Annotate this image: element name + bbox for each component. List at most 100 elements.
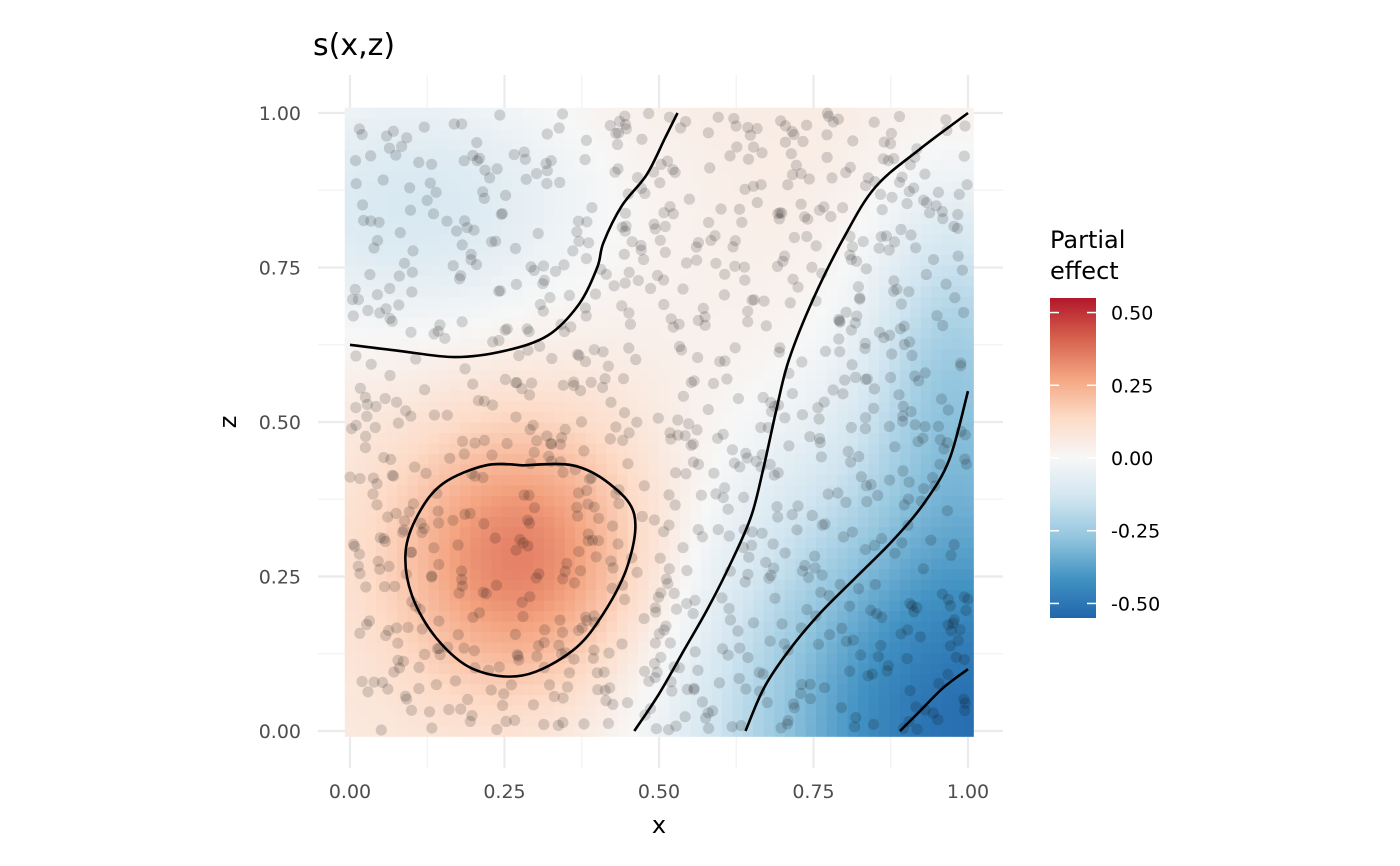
heat-cell [690,652,702,664]
observation-point [660,620,672,632]
heat-cell [858,128,870,140]
heat-cell [418,422,430,434]
heat-cell [669,579,681,591]
heat-cell [742,589,754,601]
heat-cell [868,359,880,371]
heat-cell [522,683,534,695]
heat-cell [533,422,545,434]
heat-cell [543,505,555,517]
heat-cell [742,202,754,214]
heat-cell [858,212,870,224]
heat-cell [732,139,744,151]
heat-cell [501,369,513,381]
heat-cell [679,621,692,633]
heat-cell [679,568,692,580]
observation-point [935,393,948,405]
heat-cell [941,118,953,130]
heat-cell [941,338,953,350]
observation-point [672,429,684,441]
heat-cell [941,537,953,549]
observation-point [699,319,711,331]
heat-cell [816,641,828,654]
heat-cell [418,170,430,182]
heat-cell [816,233,828,245]
heat-cell [522,474,534,486]
heat-cell [575,128,587,140]
observation-point [486,399,499,411]
observation-point [760,320,772,332]
heat-cell [962,610,974,622]
heat-cell [627,704,639,716]
heat-cell [459,243,472,255]
heat-cell [700,610,712,622]
heat-cell [868,579,880,591]
heat-cell [816,474,828,486]
heat-cell [418,683,430,695]
observation-point [439,332,451,344]
heat-cell [742,610,754,622]
heat-cell [522,160,534,172]
heat-cell [826,306,838,318]
heat-cell [878,422,891,434]
heat-cell [386,181,398,193]
heat-cell [732,694,744,706]
heat-cell [439,526,451,538]
heat-cell [659,662,671,674]
observation-point [738,524,750,536]
observation-point [854,293,866,305]
observation-point [623,427,635,439]
observation-point [428,328,440,340]
observation-point [619,225,631,237]
heat-cell [659,725,671,737]
heat-cell [711,401,723,413]
observation-point [930,200,942,212]
heat-cell [627,107,639,119]
observation-point [663,519,675,531]
heat-cell [805,233,817,245]
heat-cell [459,547,472,559]
heat-cell [690,348,702,360]
observation-point [872,650,885,663]
heat-cell [575,191,587,203]
heat-cell [878,463,891,475]
observation-point [537,260,550,272]
observation-point [405,546,418,558]
heat-cell [596,191,608,203]
observation-point [952,208,964,221]
heat-cell [910,505,922,517]
heat-cell [480,631,492,643]
heat-cell [365,704,377,716]
heat-cell [795,474,807,486]
heat-cell [606,694,618,706]
heat-cell [816,296,828,308]
heat-cell [480,233,492,245]
observation-point [664,201,676,213]
heat-cell [700,526,712,538]
observation-point [433,643,445,655]
heat-cell [700,537,712,549]
heat-cell [889,327,901,339]
heat-cell [439,610,451,622]
heat-cell [690,181,702,193]
heat-cell [889,107,901,119]
heat-cell [355,212,367,224]
observation-point [356,675,368,688]
observation-point [380,303,392,315]
heat-cell [627,202,639,214]
observation-point [941,124,953,137]
heat-cell [596,275,608,287]
heat-cell [376,621,388,633]
heat-cell [732,683,744,695]
heat-cell [805,516,817,528]
heat-cell [910,317,922,329]
heat-cell [920,327,932,339]
heat-cell [795,662,807,674]
observation-point [398,524,410,536]
heat-cell [690,453,702,465]
heat-cell [459,526,472,538]
heat-cell [470,317,482,329]
heat-cell [397,537,409,549]
heat-cell [659,422,671,434]
heat-cell [899,505,911,517]
observation-point [464,507,476,520]
